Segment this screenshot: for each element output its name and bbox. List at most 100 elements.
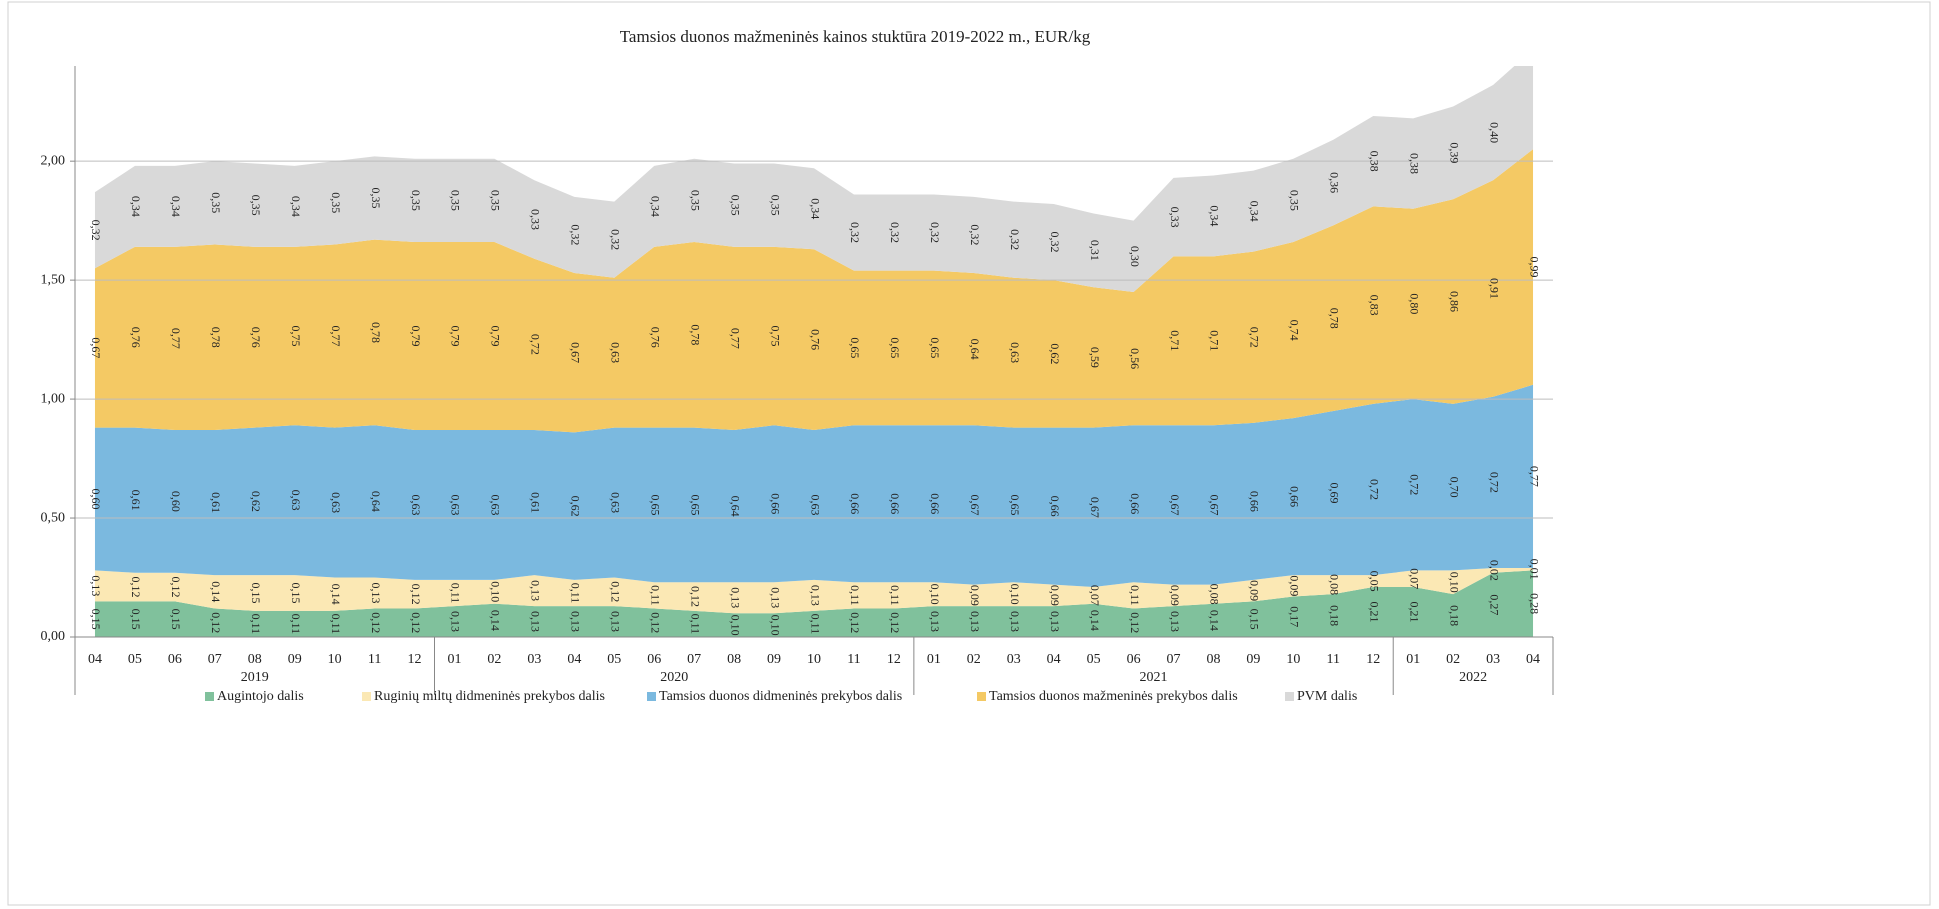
- data-label: 0,10: [928, 584, 942, 605]
- data-label: 0,63: [289, 490, 303, 511]
- data-label: 0,13: [89, 575, 103, 596]
- data-label: 0,13: [609, 611, 623, 632]
- data-label: 0,63: [1008, 342, 1022, 363]
- data-label: 0,74: [1288, 320, 1302, 341]
- x-tick-label: 12: [408, 652, 422, 667]
- data-label: 0,15: [1248, 609, 1262, 630]
- data-label: 0,36: [1328, 172, 1342, 193]
- data-label: 0,13: [1048, 611, 1062, 632]
- data-label: 0,77: [329, 326, 343, 347]
- data-label: 0,35: [249, 195, 263, 216]
- data-label: 0,34: [1248, 201, 1262, 222]
- data-label: 0,67: [1088, 497, 1102, 518]
- data-label: 0,13: [968, 611, 982, 632]
- data-label: 0,67: [1208, 494, 1222, 515]
- legend-label: Tamsios duonos mažmeninės prekybos dalis: [989, 689, 1238, 704]
- data-label: 0,35: [449, 190, 463, 211]
- x-tick-label: 10: [1286, 652, 1300, 667]
- data-label: 0,64: [728, 496, 742, 517]
- data-label: 0,14: [1208, 610, 1222, 631]
- data-label: 0,12: [369, 612, 383, 633]
- legend-label: PVM dalis: [1297, 689, 1357, 704]
- x-tick-label: 11: [847, 652, 860, 667]
- data-label: 0,77: [169, 328, 183, 349]
- data-label: 0,59: [1088, 347, 1102, 368]
- data-label: 0,72: [529, 334, 543, 355]
- data-label: 0,71: [1168, 330, 1182, 351]
- data-label: 0,32: [848, 222, 862, 243]
- data-label: 0,35: [1288, 190, 1302, 211]
- x-tick-label: 09: [767, 652, 781, 667]
- data-label: 0,32: [888, 222, 902, 243]
- data-label: 0,14: [1088, 610, 1102, 631]
- x-tick-label: 12: [887, 652, 901, 667]
- x-tick-label: 10: [328, 652, 342, 667]
- data-label: 0,65: [1008, 494, 1022, 515]
- data-label: 0,67: [569, 342, 583, 363]
- data-label: 0,35: [369, 188, 383, 209]
- data-label: 0,34: [289, 196, 303, 217]
- data-label: 0,72: [1487, 472, 1501, 493]
- data-label: 0,35: [768, 195, 782, 216]
- x-tick-label: 11: [1327, 652, 1340, 667]
- data-label: 0,33: [529, 209, 543, 230]
- x-tick-label: 08: [727, 652, 741, 667]
- data-label: 0,35: [329, 192, 343, 213]
- data-label: 0,15: [289, 582, 303, 603]
- data-label: 0,83: [1367, 295, 1381, 316]
- x-tick-label: 05: [607, 652, 621, 667]
- data-label: 0,66: [768, 493, 782, 514]
- data-label: 0,10: [489, 581, 503, 602]
- data-label: 0,11: [569, 583, 583, 604]
- data-label: 0,61: [529, 492, 543, 513]
- x-tick-label: 07: [1167, 652, 1181, 667]
- data-label: 0,14: [489, 610, 503, 631]
- x-tick-label: 05: [1087, 652, 1101, 667]
- x-group-label: 2019: [241, 670, 269, 685]
- data-label: 0,60: [169, 491, 183, 512]
- data-label: 0,65: [648, 494, 662, 515]
- data-label: 0,17: [1288, 606, 1302, 627]
- x-group-label: 2022: [1459, 670, 1487, 685]
- data-label: 0,11: [1128, 585, 1142, 606]
- data-label: 0,79: [449, 326, 463, 347]
- data-label: 0,80: [1407, 293, 1421, 314]
- data-label: 0,10: [1447, 572, 1461, 593]
- x-tick-label: 02: [487, 652, 501, 667]
- data-label: 0,79: [409, 326, 423, 347]
- data-label: 0,13: [449, 611, 463, 632]
- data-label: 0,67: [89, 337, 103, 358]
- x-tick-label: 01: [1406, 652, 1420, 667]
- data-label: 0,15: [249, 582, 263, 603]
- data-label: 0,32: [89, 220, 103, 241]
- data-label: 0,75: [768, 326, 782, 347]
- data-label: 0,34: [648, 196, 662, 217]
- x-tick-label: 03: [1007, 652, 1021, 667]
- data-label: 0,63: [609, 492, 623, 513]
- data-label: 0,32: [569, 224, 583, 245]
- data-label: 0,65: [688, 494, 702, 515]
- data-label: 0,66: [1128, 493, 1142, 514]
- data-label: 0,61: [209, 492, 223, 513]
- data-label: 0,13: [1008, 611, 1022, 632]
- data-label: 0,11: [808, 614, 822, 635]
- data-label: 0,69: [1328, 483, 1342, 504]
- x-tick-label: 12: [1366, 652, 1380, 667]
- data-label: 0,61: [129, 490, 143, 511]
- area: [94, 384, 1534, 588]
- data-label: 0,07: [1088, 585, 1102, 606]
- data-label: 0,09: [1248, 580, 1262, 601]
- data-label: 0,15: [89, 609, 103, 630]
- data-label: 0,75: [289, 326, 303, 347]
- data-label: 0,27: [1487, 594, 1501, 615]
- data-label: 0,77: [728, 328, 742, 349]
- x-tick-label: 08: [248, 652, 262, 667]
- y-tick-label: 0,00: [41, 629, 66, 644]
- x-tick-label: 06: [1127, 652, 1141, 667]
- data-label: 0,11: [249, 614, 263, 635]
- data-label: 0,40: [1487, 122, 1501, 143]
- data-label: 0,72: [1248, 327, 1262, 348]
- data-label: 0,56: [1128, 348, 1142, 369]
- legend-swatch: [647, 692, 656, 701]
- data-label: 0,11: [888, 585, 902, 606]
